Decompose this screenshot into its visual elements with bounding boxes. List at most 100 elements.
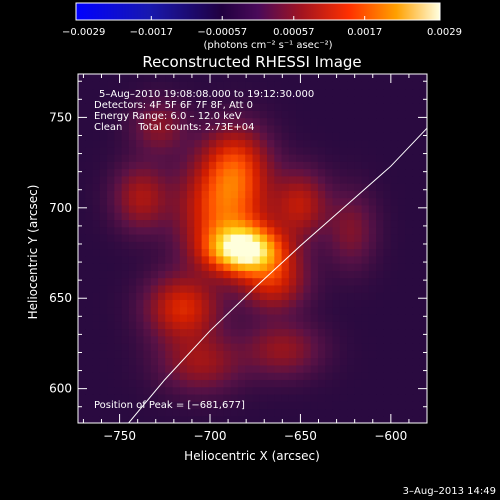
heatmap-cell [194,219,203,228]
heatmap-cell [150,132,159,141]
heatmap-cell [114,74,123,82]
heatmap-cell [165,386,174,395]
heatmap-cell [172,408,181,417]
heatmap-cell [376,204,384,213]
heatmap-cell [390,328,399,337]
heatmap-cell [216,263,225,271]
heatmap-cell [136,139,145,148]
heatmap-cell [128,95,137,104]
heatmap-cell [245,255,254,264]
heatmap-cell [194,328,203,337]
heatmap-cell [347,270,355,279]
heatmap-cell [252,212,261,221]
colorbar-tick-label: 0.0017 [347,27,382,38]
heatmap-cell [208,357,217,366]
heatmap-cell [325,161,334,170]
heatmap-cell [317,328,326,337]
heatmap-cell [405,364,414,373]
heatmap-cell [143,292,152,300]
heatmap-cell [303,95,312,104]
heatmap-cell [187,153,195,162]
heatmap-cell [376,197,384,206]
heatmap-cell [412,219,421,228]
heatmap-cell [317,103,326,111]
heatmap-cell [237,241,246,250]
heatmap-cell [179,95,188,104]
heatmap-cell [208,372,217,380]
heatmap-cell [187,139,195,148]
heatmap-cell [201,146,210,155]
heatmap-cell [252,292,261,300]
heatmap-cell [136,161,145,170]
heatmap-cell [390,386,399,395]
heatmap-cell [92,408,101,417]
heatmap-cell [267,146,275,155]
heatmap-cell [187,292,195,300]
heatmap-cell [368,284,377,293]
heatmap-cell [230,277,239,286]
heatmap-cell [216,226,225,235]
heatmap-cell [245,343,254,351]
heatmap-cell [237,277,246,286]
heatmap-cell [412,190,421,199]
heatmap-cell [78,204,86,213]
heatmap-cell [99,212,108,221]
heatmap-cell [397,321,406,330]
heatmap-cell [99,161,108,170]
heatmap-cell [274,95,283,104]
heatmap-cell [412,401,421,410]
heatmap-cell [296,110,304,119]
heatmap-cell [281,284,290,293]
heatmap-cell [288,379,297,388]
heatmap-cell [114,248,123,257]
heatmap-cell [259,350,268,359]
heatmap-cell [187,161,195,170]
heatmap-cell [288,88,297,97]
heatmap-cell [317,219,326,228]
heatmap-cell [143,263,152,271]
heatmap-cell [223,313,232,322]
heatmap-cell [296,328,304,337]
heatmap-cell [92,110,101,119]
heatmap-cell [150,197,159,206]
heatmap-cell [92,161,101,170]
heatmap-cell [252,263,261,271]
heatmap-cell [165,74,174,82]
heatmap-cell [376,175,384,184]
heatmap-cell [194,197,203,206]
heatmap-cell [157,226,166,235]
heatmap-cell [99,204,108,213]
heatmap-cell [172,284,181,293]
heatmap-cell [85,190,94,199]
heatmap-cell [150,81,159,90]
heatmap-cell [78,146,86,155]
heatmap-cell [383,95,392,104]
heatmap-cell [85,401,94,410]
heatmap-cell [245,415,254,423]
heatmap-cell [230,110,239,119]
heatmap-cell [201,168,210,177]
heatmap-cell [419,161,427,170]
heatmap-cell [223,95,232,104]
heatmap-cell [92,153,101,162]
heatmap-cell [208,168,217,177]
heatmap-cell [114,415,123,423]
heatmap-cell [78,364,86,373]
heatmap-cell [165,81,174,90]
heatmap-cell [237,350,246,359]
heatmap-cell [259,393,268,402]
heatmap-cell [237,321,246,330]
heatmap-cell [85,241,94,250]
heatmap-cell [143,335,152,344]
heatmap-cell [99,175,108,184]
heatmap-cell [390,212,399,221]
heatmap-cell [78,263,86,271]
heatmap-cell [114,190,123,199]
heatmap-cell [310,255,319,264]
heatmap-cell [390,146,399,155]
heatmap-cell [194,117,203,126]
heatmap-cell [332,379,341,388]
heatmap-cell [172,190,181,199]
heatmap-cell [405,292,414,300]
